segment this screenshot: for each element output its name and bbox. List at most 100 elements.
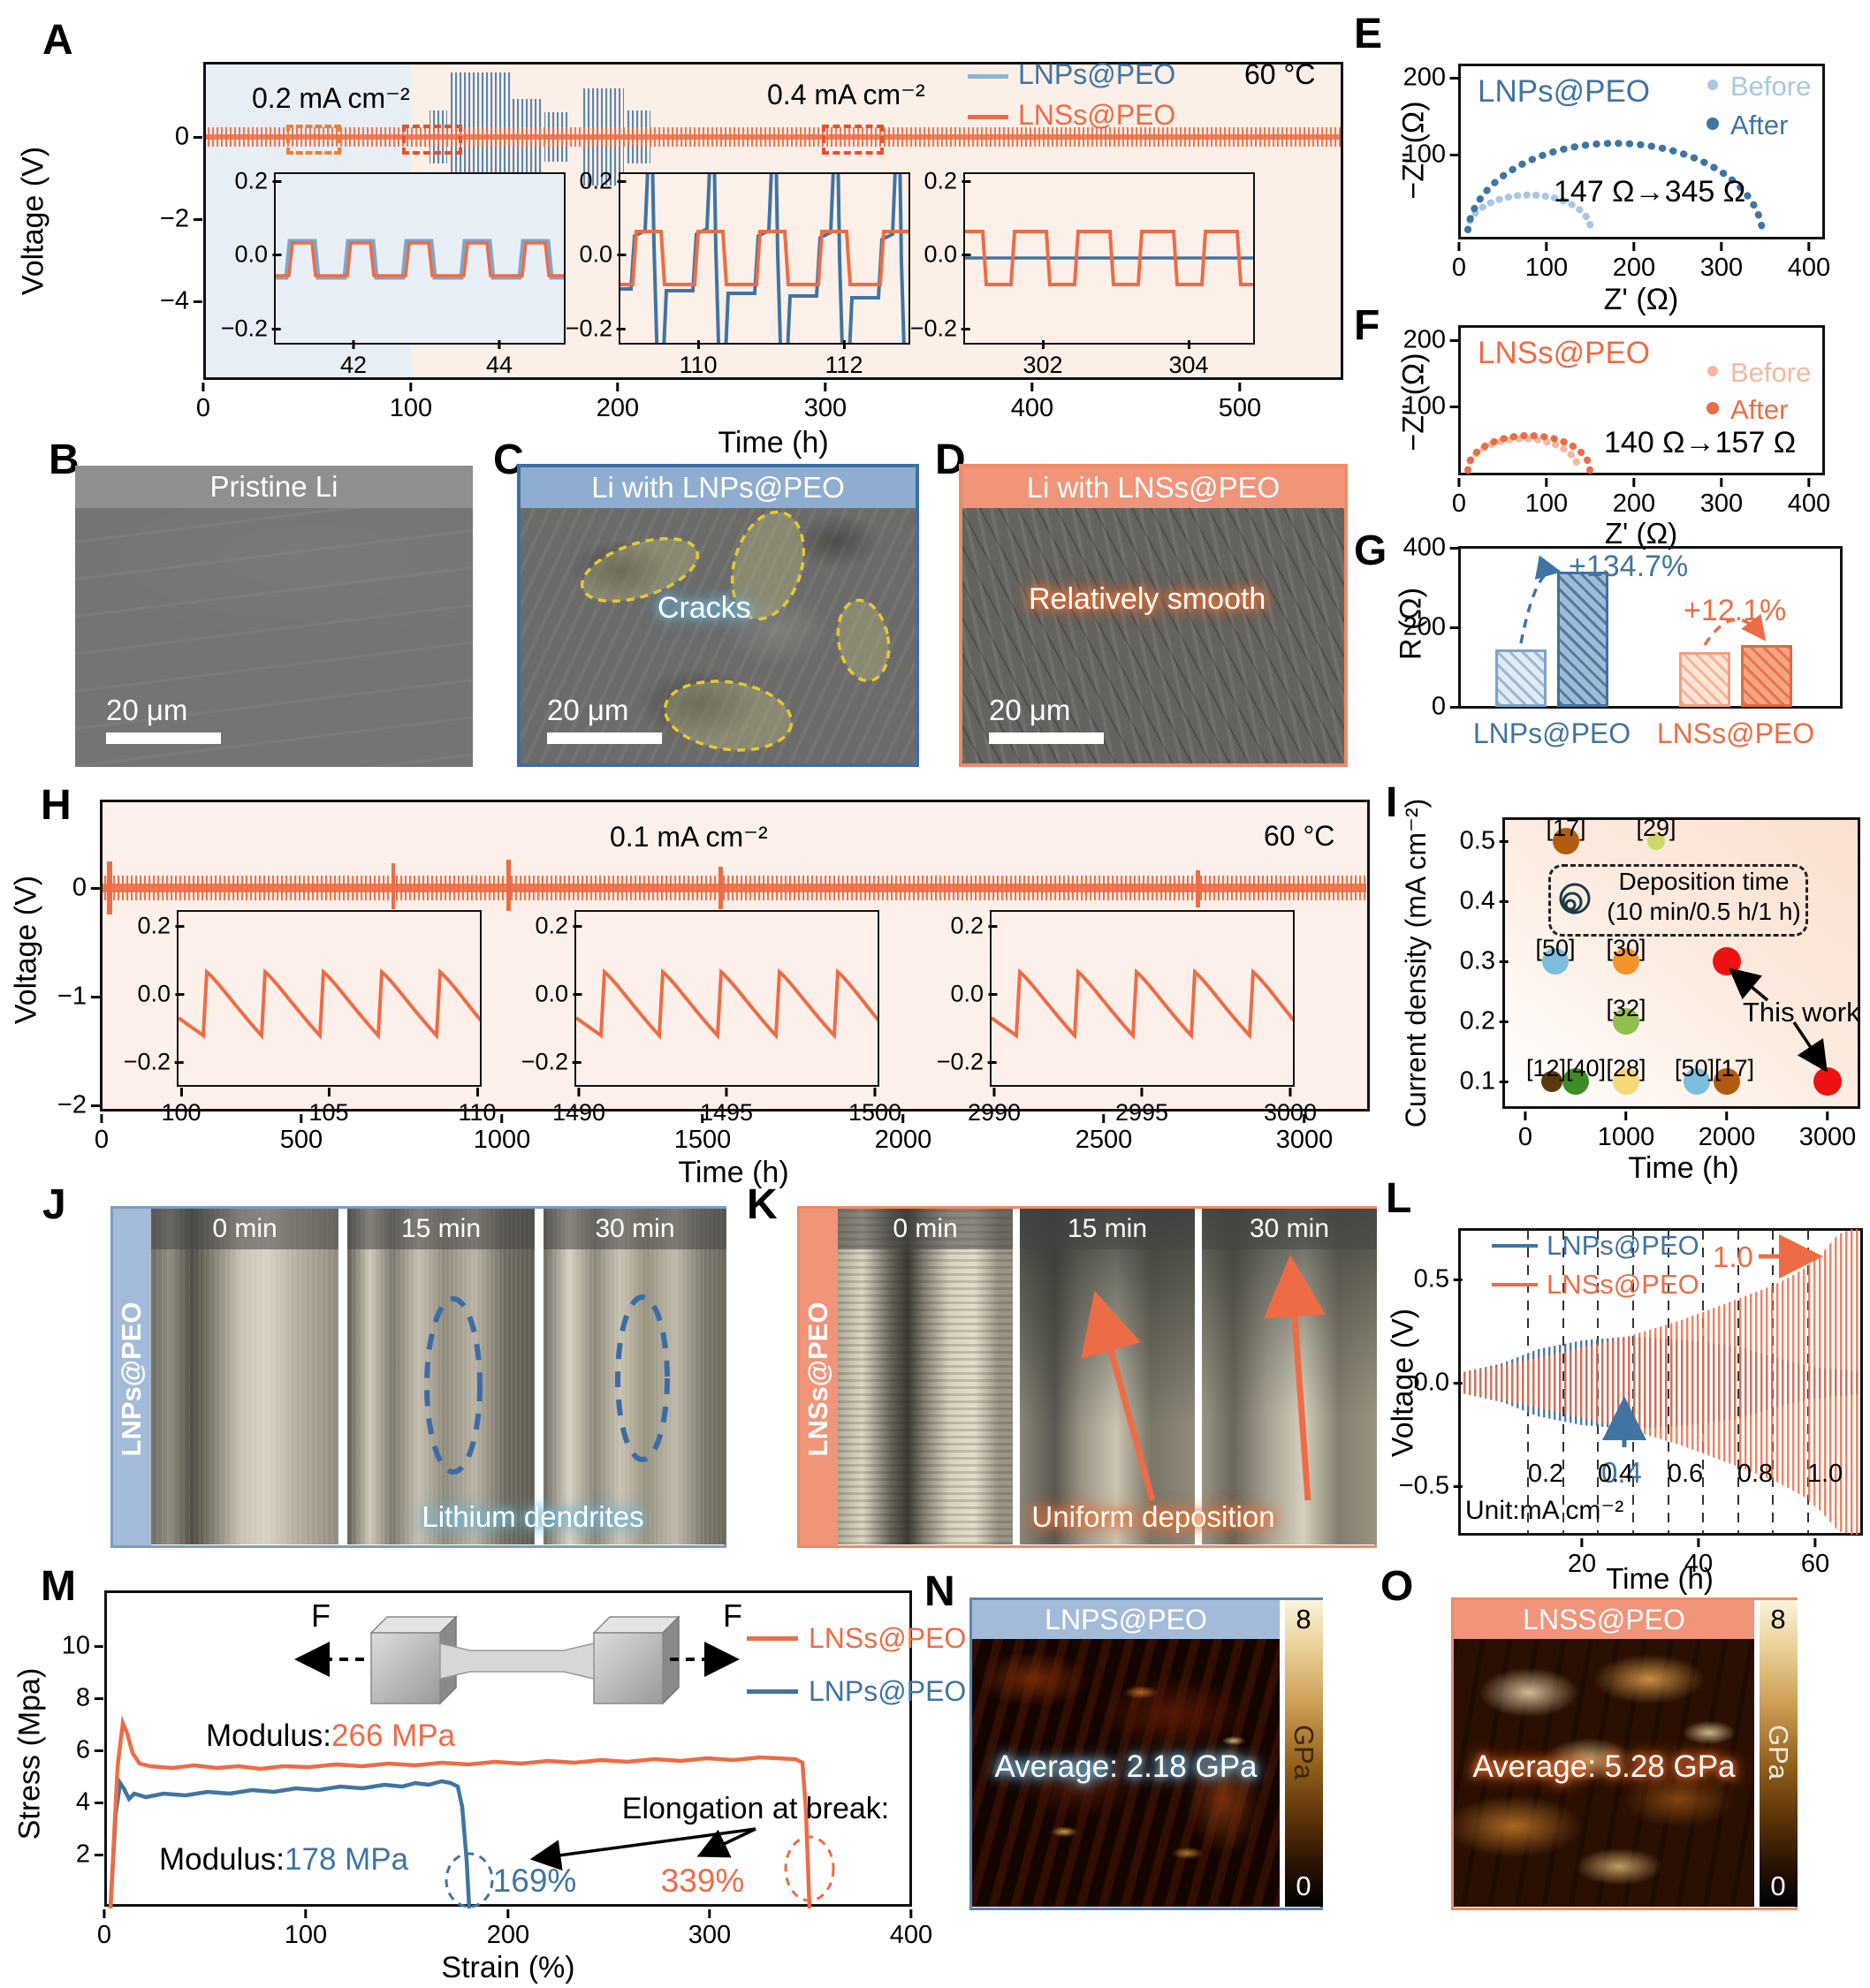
k-image-30min: 30 min (1202, 1209, 1377, 1544)
a-ytick: −2 (159, 204, 189, 233)
f-ytick: 200 (1402, 325, 1446, 354)
l-callout-low: 0.4 (1601, 1456, 1642, 1489)
g-ytick: 0 (1431, 692, 1446, 721)
i-this-work: This work (1743, 997, 1860, 1028)
h-inset3-ytick: −0.2 (936, 1048, 984, 1075)
l-unit: Unit:mA cm⁻² (1465, 1496, 1624, 1525)
e-xlabel: Z' (Ω) (1603, 283, 1679, 316)
k-image-0min: 0 min (838, 1209, 1013, 1544)
b-scale-bar (106, 732, 221, 744)
i-xlabel: Time (h) (1628, 1151, 1739, 1185)
e-plot-frame (1458, 64, 1825, 239)
j-image-30min: 30 min (544, 1209, 726, 1544)
a-trace-layer (206, 72, 1341, 201)
a-xtick: 300 (803, 394, 848, 422)
n-title: LNPS@PEO (972, 1600, 1280, 1639)
a-xtick: 0 (195, 394, 211, 422)
d-scale-bar (989, 732, 1104, 744)
l-ytick: −0.5 (1398, 1471, 1449, 1500)
a-xtick: 100 (389, 394, 433, 422)
l-rate-step: 1.0 (1806, 1460, 1843, 1488)
m-modulus-blue: 178 MPa (285, 1842, 409, 1877)
c-sem-image: Li with LNPs@PEO Cracks 20 μm (517, 464, 919, 767)
a-inset3-ytick: 0.0 (924, 240, 957, 268)
e-legend-before: Before (1730, 71, 1812, 102)
i-ytick: 0.5 (1459, 826, 1495, 855)
h-inset1-xtick: 100 (161, 1099, 201, 1126)
a-inset-1 (274, 172, 566, 345)
a-plot-frame (203, 62, 1343, 380)
m-curves (108, 1615, 835, 1909)
l-trace-layer (1463, 1229, 1861, 1535)
h-inset3-xtick: 2990 (967, 1099, 1022, 1126)
g-category-lnps: LNPs@PEO (1472, 717, 1631, 749)
h-inset1-ytick: 0.2 (137, 912, 171, 939)
g-annotation-lnss: +12.1% (1684, 594, 1787, 627)
a-rate-left: 0.2 mA cm⁻² (252, 82, 410, 114)
j-side-strip: LNPs@PEO (113, 1209, 151, 1545)
i-xtick: 2000 (1698, 1123, 1756, 1151)
h-inset1-xtick: 110 (458, 1099, 497, 1126)
a-xlabel: Time (h) (718, 426, 829, 459)
d-title: Li with LNSs@PEO (962, 467, 1344, 508)
panel-h-label: H (41, 782, 72, 829)
f-ytick: 100 (1402, 391, 1446, 421)
m-force-right: F (723, 1597, 742, 1634)
h-xtick: 500 (279, 1126, 323, 1154)
i-xtick: 1000 (1597, 1123, 1655, 1151)
m-xtick: 400 (889, 1921, 933, 1949)
c-scale-label: 20 μm (547, 694, 629, 726)
j-image-15min: 15 min (347, 1209, 535, 1544)
a-inset2-ytick: −0.2 (565, 315, 612, 342)
g-category-lnss: LNSs@PEO (1656, 717, 1815, 749)
i-deposition-box (1548, 864, 1808, 937)
l-ytick: 0.0 (1413, 1368, 1449, 1397)
i-ref-label: [30] (1606, 935, 1646, 961)
n-afm-image: Average: 2.18 GPa (972, 1639, 1280, 1907)
h-inset-2 (574, 910, 879, 1087)
e-xtick: 200 (1612, 254, 1656, 282)
i-ref-label: [17] (1546, 815, 1586, 841)
h-xtick: 2500 (1075, 1126, 1133, 1154)
a-legend-lnss: LNSs@PEO (1018, 99, 1176, 131)
m-legend-lnss: LNSs@PEO (809, 1622, 967, 1654)
e-xtick: 100 (1524, 254, 1569, 282)
k-image-15min: 15 min (1020, 1209, 1195, 1544)
k-time-0: 0 min (838, 1209, 1013, 1249)
j-annotation: Lithium dendrites (422, 1500, 644, 1533)
m-xtick: 300 (688, 1921, 732, 1949)
g-bar-lnss-after (1741, 645, 1792, 707)
g-arrows (1519, 555, 1767, 646)
panel-f-label: F (1354, 302, 1380, 349)
b-scale-label: 20 μm (106, 694, 188, 726)
k-side-strip: LNSs@PEO (800, 1209, 838, 1545)
h-inset3-xtick: 2995 (1114, 1099, 1169, 1126)
a-inset1-ytick: 0.0 (234, 240, 268, 268)
l-xlabel: Time (h) (1606, 1562, 1714, 1595)
f-xtick: 300 (1699, 489, 1744, 518)
c-title: Li with LNPs@PEO (521, 467, 916, 508)
l-xtick: 40 (1684, 1550, 1714, 1578)
m-ytick: 2 (75, 1840, 90, 1869)
n-cbar-unit: GPa (1288, 1724, 1319, 1780)
i-ref-label: [50] (1535, 935, 1576, 961)
i-scatter (1541, 828, 1842, 1096)
m-ytick: 6 (75, 1735, 90, 1764)
l-xtick: 60 (1800, 1550, 1830, 1578)
panel-m-label: M (41, 1563, 76, 1610)
h-xtick: 0 (94, 1126, 110, 1154)
o-cbar-max: 8 (1770, 1604, 1786, 1635)
l-callout-high: 1.0 (1713, 1241, 1753, 1273)
e-xtick: 300 (1699, 254, 1744, 282)
h-ylabel: Voltage (V) (9, 875, 43, 1025)
o-cbar-unit: GPa (1763, 1724, 1794, 1780)
j-time-0: 0 min (151, 1209, 338, 1249)
a-legend-lnps: LNPs@PEO (1018, 58, 1176, 90)
c-annotation: Cracks (658, 591, 751, 625)
f-xtick: 0 (1451, 489, 1467, 518)
l-legend-lnss (1492, 1283, 1538, 1286)
a-inset3-xtick: 302 (1022, 352, 1063, 378)
panel-a-label: A (42, 17, 73, 64)
o-cbar-min: 0 (1770, 1870, 1786, 1901)
panel-l-label: L (1386, 1175, 1412, 1222)
